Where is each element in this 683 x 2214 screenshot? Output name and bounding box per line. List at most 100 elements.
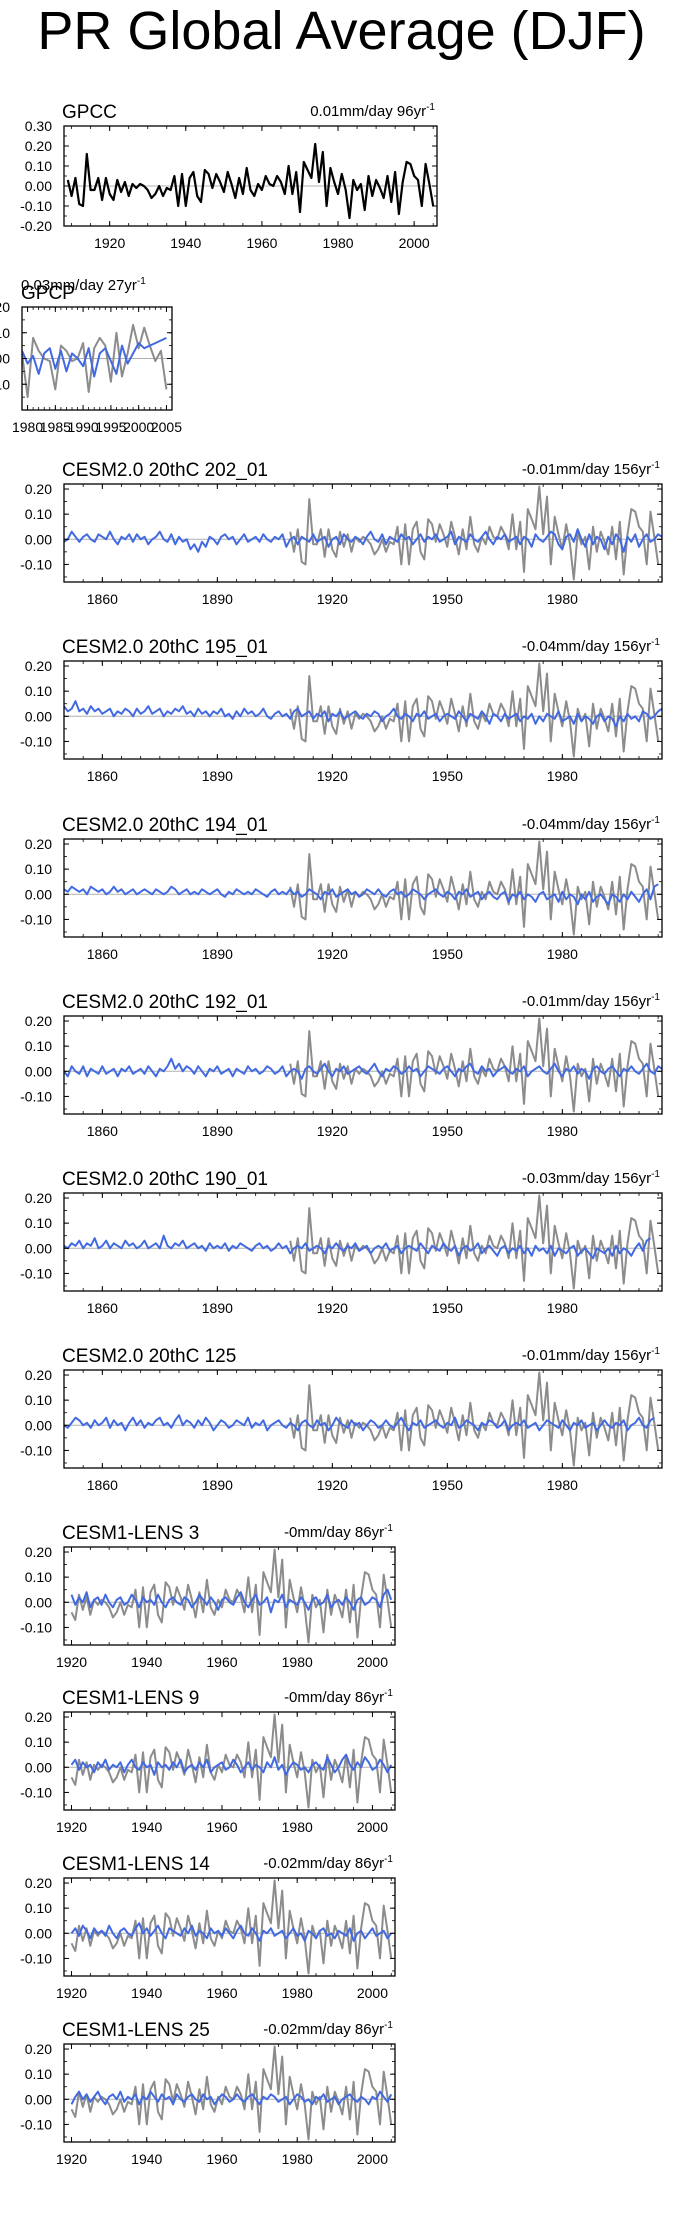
y-tick-label: -0.20 <box>20 218 52 234</box>
series-line-obs_ref <box>289 485 660 581</box>
y-tick-label: 0.10 <box>25 1569 52 1585</box>
y-tick-label: 0.20 <box>25 658 52 674</box>
x-tick-label: 1950 <box>432 591 463 607</box>
y-tick-label: 0.30 <box>25 118 52 134</box>
trend-exponent: -1 <box>384 1523 393 1534</box>
y-tick-label: -0.10 <box>20 911 52 927</box>
x-tick-label: 1890 <box>202 1300 233 1316</box>
y-tick-label: 0.00 <box>25 1759 52 1775</box>
y-tick-label: 0.00 <box>25 1925 52 1941</box>
trend-label: 0.03mm/day 27yr-1 <box>21 276 146 294</box>
x-tick-label: 1980 <box>12 419 43 435</box>
y-tick-label: 0.10 <box>25 2066 52 2082</box>
trend-exponent: -1 <box>137 276 146 287</box>
plot-frame <box>63 1546 396 1646</box>
panel-cesm2-0-20thc-125: 0.20 0.10 0.00 -0.10 1860 1890 1920 1950 1980 CES… <box>20 1346 663 1493</box>
y-tick-label: 0.20 <box>25 1709 52 1725</box>
trend-exponent: -1 <box>651 460 660 471</box>
x-tick-label: 1950 <box>432 946 463 962</box>
panel-title: GPCP <box>21 283 75 304</box>
panel-cesm1-lens-14: 0.20 0.10 0.00 -0.10 1920 1940 1960 1980 2000 CES… <box>20 1854 396 2001</box>
x-tick-label: 1980 <box>282 1654 313 1670</box>
y-tick-label: -0.10 <box>20 1784 52 1800</box>
y-tick-label: 0.20 <box>25 1013 52 1029</box>
x-tick-label: 1995 <box>95 419 126 435</box>
panel-cesm2-0-20thc-190-01: 0.20 0.10 0.00 -0.10 1860 1890 1920 1950 1980 CES… <box>20 1169 663 1316</box>
x-tick-label: 1920 <box>56 1654 87 1670</box>
y-tick-label: 0.20 <box>25 1875 52 1891</box>
x-tick-label: 1960 <box>206 2151 237 2167</box>
y-tick-label: 0.20 <box>0 299 10 315</box>
x-tick-label: 1890 <box>202 1477 233 1493</box>
y-tick-label: -0.10 <box>20 1265 52 1281</box>
trend-value: -0.03mm/day 156yr <box>522 1170 651 1187</box>
x-tick-label: 1920 <box>56 2151 87 2167</box>
y-tick-label: 0.20 <box>25 138 52 154</box>
trend-value: 0.03mm/day 27yr <box>21 277 137 294</box>
x-tick-label: 1860 <box>87 591 118 607</box>
x-tick-label: 1990 <box>68 419 99 435</box>
x-tick-label: 1860 <box>87 768 118 784</box>
trend-exponent: -1 <box>426 102 435 113</box>
y-tick-label: 0.00 <box>25 886 52 902</box>
trend-label: -0.02mm/day 86yr-1 <box>263 1854 393 1872</box>
trend-label: 0.01mm/day 96yr-1 <box>310 102 435 120</box>
y-tick-label: 0.00 <box>25 1240 52 1256</box>
x-tick-label: 1980 <box>282 1819 313 1835</box>
trend-value: -0mm/day 86yr <box>284 1524 384 1541</box>
y-tick-label: -0.10 <box>20 1950 52 1966</box>
y-tick-label: 0.10 <box>25 1734 52 1750</box>
y-tick-label: 0.00 <box>25 178 52 194</box>
x-tick-label: 1890 <box>202 946 233 962</box>
trend-value: -0.04mm/day 156yr <box>522 816 651 833</box>
series-line-obs_ref <box>70 1713 393 1809</box>
x-tick-label: 1920 <box>317 946 348 962</box>
trend-label: -0.01mm/day 156yr-1 <box>522 460 661 478</box>
series-line-model <box>64 1057 662 1080</box>
x-tick-label: 1960 <box>206 1985 237 2001</box>
series-line-obs_ref <box>289 840 660 936</box>
x-tick-label: 1980 <box>547 946 578 962</box>
x-tick-label: 2000 <box>399 235 430 251</box>
panel-title: CESM1-LENS 3 <box>62 1523 199 1544</box>
panel-title: CESM2.0 20thC 190_01 <box>62 1169 268 1190</box>
x-tick-label: 1860 <box>87 1123 118 1139</box>
y-tick-label: -0.10 <box>0 376 10 392</box>
series-line-obs_ref <box>289 1371 660 1467</box>
trend-exponent: -1 <box>651 1169 660 1180</box>
plot-frame <box>63 838 663 938</box>
plot-frame <box>63 125 438 227</box>
y-tick-label: 0.20 <box>25 1190 52 1206</box>
x-tick-label: 1940 <box>131 2151 162 2167</box>
x-tick-label: 1940 <box>131 1985 162 2001</box>
x-tick-label: 1980 <box>282 2151 313 2167</box>
series-line-model <box>70 1753 393 1776</box>
x-tick-label: 1920 <box>317 768 348 784</box>
y-tick-label: -0.10 <box>20 1088 52 1104</box>
x-tick-label: 1980 <box>547 1477 578 1493</box>
panel-title: CESM2.0 20thC 125 <box>62 1346 236 1367</box>
figure-title: PR Global Average (DJF) <box>37 1 646 61</box>
x-tick-label: 2000 <box>123 419 154 435</box>
trend-exponent: -1 <box>384 1854 393 1865</box>
panel-title: GPCC <box>62 102 117 123</box>
x-tick-label: 1980 <box>322 235 353 251</box>
trend-label: -0.02mm/day 86yr-1 <box>263 2020 393 2038</box>
panel-title: CESM1-LENS 25 <box>62 2020 210 2041</box>
series-line-model <box>64 1234 652 1260</box>
trend-value: -0.02mm/day 86yr <box>263 2021 384 2038</box>
trend-value: -0.01mm/day 156yr <box>522 993 651 1010</box>
x-tick-label: 1920 <box>56 1985 87 2001</box>
trend-value: 0.01mm/day 96yr <box>310 103 426 120</box>
y-tick-label: -0.10 <box>20 1442 52 1458</box>
trend-label: -0.03mm/day 156yr-1 <box>522 1169 661 1187</box>
x-tick-label: 1920 <box>317 1477 348 1493</box>
panel-gpcc: 0.30 0.20 0.10 0.00 -0.10 -0.20 1920 1940 1960 19… <box>20 102 438 251</box>
trend-value: -0.01mm/day 156yr <box>522 1347 651 1364</box>
x-tick-label: 1980 <box>282 1985 313 2001</box>
panel-cesm1-lens-3: 0.20 0.10 0.00 -0.10 1920 1940 1960 1980 2000 CES… <box>20 1523 396 1670</box>
y-tick-label: 0.20 <box>25 481 52 497</box>
panel-gpcp: 0.20 0.10 0.00 -0.10 19801985199019952000200… <box>0 276 182 435</box>
y-tick-label: 0.00 <box>25 1417 52 1433</box>
trend-exponent: -1 <box>384 2020 393 2031</box>
